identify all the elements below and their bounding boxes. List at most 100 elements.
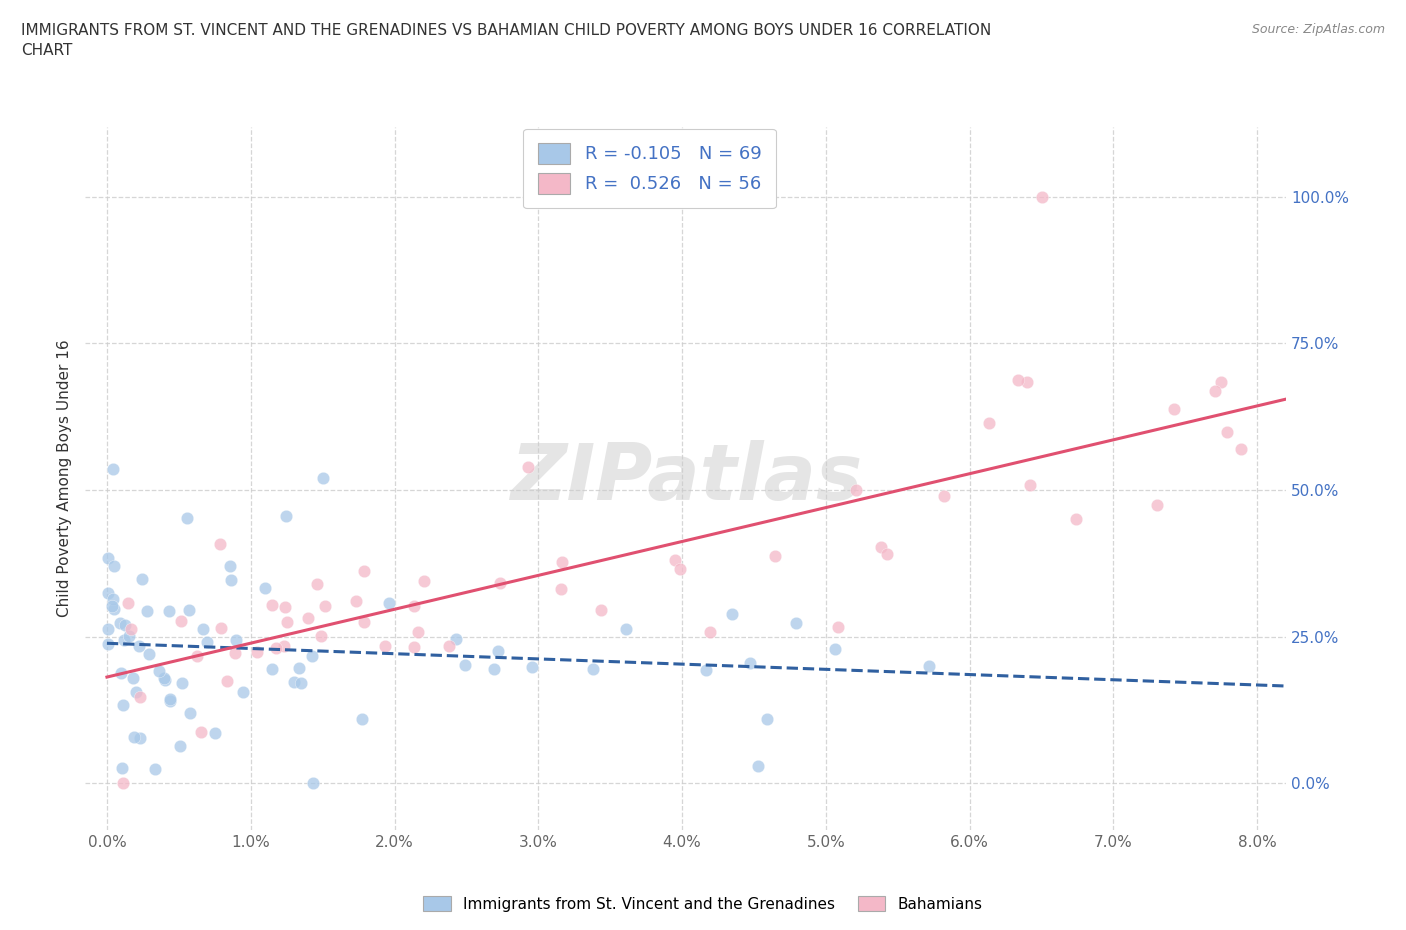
- Point: [932, 488, 955, 503]
- Point: [159, 694, 181, 709]
- Point: [276, 509, 298, 524]
- Point: [374, 638, 396, 653]
- Point: [1019, 478, 1042, 493]
- Point: [1007, 373, 1029, 388]
- Point: [614, 621, 637, 636]
- Point: [103, 602, 125, 617]
- Point: [111, 698, 134, 712]
- Point: [845, 482, 868, 497]
- Point: [195, 635, 218, 650]
- Point: [118, 629, 141, 644]
- Point: [136, 604, 159, 618]
- Text: Source: ZipAtlas.com: Source: ZipAtlas.com: [1251, 23, 1385, 36]
- Point: [114, 618, 136, 632]
- Point: [169, 738, 191, 753]
- Point: [378, 595, 401, 610]
- Point: [225, 632, 247, 647]
- Point: [747, 759, 769, 774]
- Point: [209, 620, 232, 635]
- Point: [444, 631, 467, 646]
- Point: [977, 415, 1000, 430]
- Point: [179, 706, 201, 721]
- Point: [406, 625, 429, 640]
- Point: [437, 639, 460, 654]
- Point: [350, 712, 373, 727]
- Point: [551, 554, 574, 569]
- Point: [273, 639, 295, 654]
- Point: [288, 660, 311, 675]
- Legend: Immigrants from St. Vincent and the Grenadines, Bahamians: Immigrants from St. Vincent and the Gren…: [418, 889, 988, 918]
- Point: [219, 558, 242, 573]
- Point: [208, 537, 231, 551]
- Point: [486, 644, 509, 658]
- Point: [756, 711, 779, 726]
- Point: [517, 459, 540, 474]
- Point: [1015, 374, 1038, 389]
- Point: [177, 603, 200, 618]
- Point: [232, 684, 254, 699]
- Point: [520, 660, 543, 675]
- Point: [117, 595, 139, 610]
- Point: [264, 641, 287, 656]
- Point: [482, 661, 505, 676]
- Point: [1211, 375, 1233, 390]
- Point: [128, 731, 150, 746]
- Point: [120, 621, 142, 636]
- Point: [876, 547, 898, 562]
- Point: [128, 638, 150, 653]
- Point: [190, 724, 212, 739]
- Point: [1215, 425, 1237, 440]
- Point: [204, 725, 226, 740]
- Point: [153, 672, 176, 687]
- Point: [191, 621, 214, 636]
- Point: [110, 665, 132, 680]
- Point: [344, 593, 367, 608]
- Point: [254, 580, 277, 595]
- Point: [301, 648, 323, 663]
- Point: [215, 674, 238, 689]
- Point: [103, 592, 125, 607]
- Point: [129, 689, 152, 704]
- Point: [274, 599, 297, 614]
- Point: [276, 615, 298, 630]
- Point: [159, 692, 181, 707]
- Point: [738, 656, 761, 671]
- Point: [260, 662, 283, 677]
- Point: [97, 621, 120, 636]
- Point: [108, 616, 131, 631]
- Y-axis label: Child Poverty Among Boys Under 16: Child Poverty Among Boys Under 16: [58, 339, 72, 618]
- Point: [311, 471, 333, 485]
- Point: [550, 581, 572, 596]
- Text: IMMIGRANTS FROM ST. VINCENT AND THE GRENADINES VS BAHAMIAN CHILD POVERTY AMONG B: IMMIGRANTS FROM ST. VINCENT AND THE GREN…: [21, 23, 991, 58]
- Point: [157, 604, 180, 618]
- Point: [97, 551, 120, 565]
- Point: [309, 628, 332, 643]
- Point: [111, 760, 134, 775]
- Point: [307, 577, 329, 591]
- Point: [664, 552, 686, 567]
- Point: [1064, 512, 1087, 527]
- Point: [101, 599, 124, 614]
- Point: [148, 663, 170, 678]
- Point: [489, 576, 512, 591]
- Point: [402, 640, 425, 655]
- Point: [221, 573, 243, 588]
- Point: [1163, 402, 1185, 417]
- Point: [589, 603, 612, 618]
- Point: [695, 663, 717, 678]
- Point: [97, 585, 120, 600]
- Point: [824, 641, 846, 656]
- Point: [124, 729, 146, 744]
- Point: [668, 562, 690, 577]
- Point: [301, 776, 323, 790]
- Point: [170, 614, 193, 629]
- Point: [103, 559, 125, 574]
- Point: [260, 597, 283, 612]
- Point: [720, 607, 742, 622]
- Point: [1230, 442, 1253, 457]
- Point: [297, 611, 319, 626]
- Point: [870, 539, 893, 554]
- Point: [314, 598, 336, 613]
- Point: [121, 671, 143, 685]
- Point: [454, 658, 477, 672]
